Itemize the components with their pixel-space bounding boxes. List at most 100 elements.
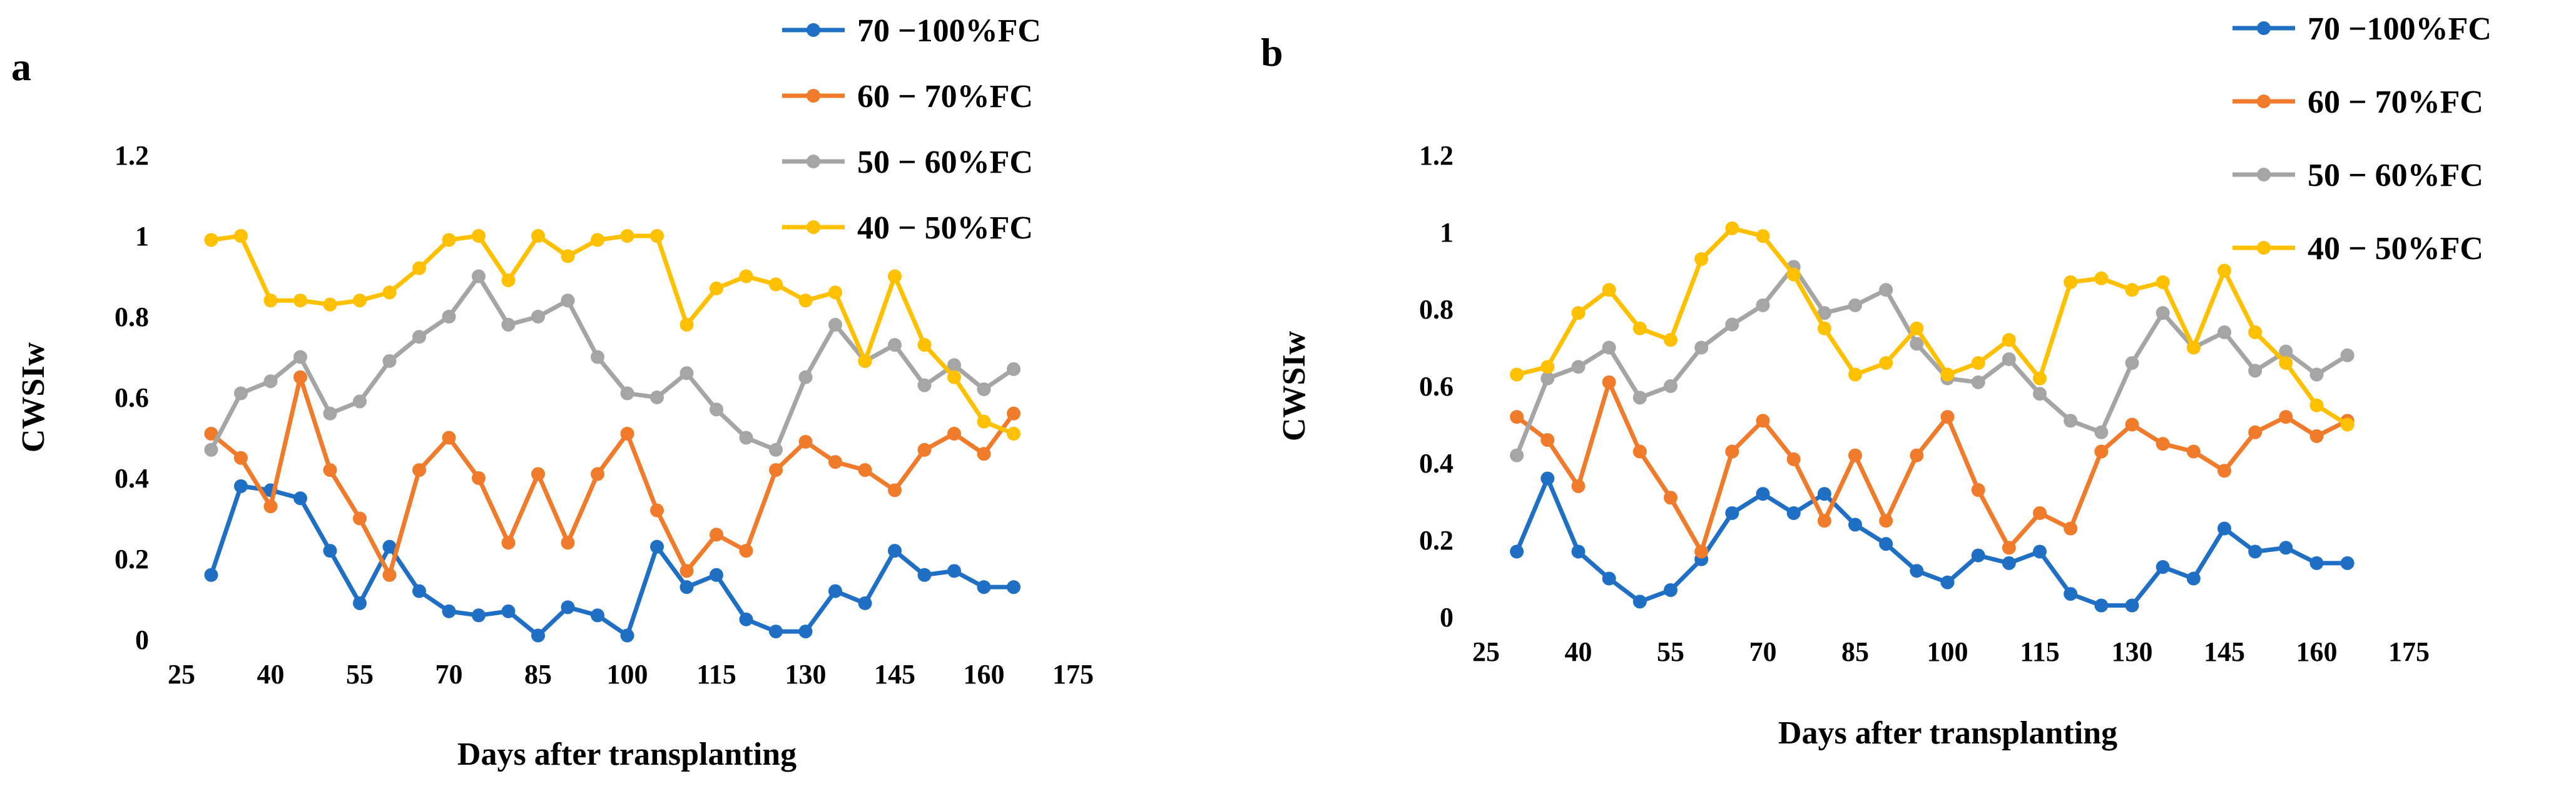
- data-point: [680, 564, 694, 578]
- data-point: [2279, 541, 2293, 555]
- data-point: [1910, 448, 1924, 462]
- data-point: [2279, 344, 2293, 359]
- data-point: [412, 261, 426, 275]
- data-point: [412, 330, 426, 344]
- data-point: [650, 229, 664, 243]
- data-point: [2340, 348, 2355, 362]
- series-line-1: [1515, 380, 2349, 554]
- data-point: [1848, 518, 1862, 532]
- x-tick-label: 55: [346, 659, 374, 690]
- data-point: [1848, 298, 1862, 312]
- data-point: [2156, 437, 2170, 451]
- data-point: [1510, 448, 1524, 462]
- chart-panel-b: b 0 0.2 0.4 0.6 0.8 1 1.2 25 40 55 70 85 100 115 130 145…: [1261, 11, 2492, 751]
- data-point: [739, 431, 753, 445]
- series-line-2: [1514, 264, 2349, 456]
- data-point: [1725, 506, 1739, 520]
- data-point: [798, 370, 813, 384]
- series-line-1: [210, 375, 1016, 578]
- data-point: [2125, 356, 2139, 370]
- data-point: [1632, 444, 1647, 459]
- data-point: [382, 539, 397, 554]
- data-point: [2248, 364, 2263, 378]
- data-point: [620, 628, 634, 643]
- data-point: [2186, 444, 2201, 459]
- x-tick-label: 85: [524, 659, 552, 690]
- data-point: [2217, 325, 2231, 339]
- data-point: [828, 584, 842, 598]
- legend-label: 50 − 60%FC: [2308, 158, 2483, 193]
- data-point: [442, 233, 456, 247]
- data-point: [1725, 221, 1739, 235]
- data-point: [917, 378, 932, 392]
- data-point: [1756, 414, 1770, 428]
- data-point: [1971, 483, 1985, 498]
- data-point: [1848, 367, 1862, 382]
- data-point: [1786, 506, 1801, 520]
- data-point: [650, 390, 664, 404]
- x-tick-label: 175: [2388, 636, 2430, 667]
- data-point: [710, 528, 723, 542]
- x-tick-label: 115: [2020, 636, 2060, 667]
- x-tick-label: 100: [1927, 636, 1968, 667]
- legend-marker: [2257, 168, 2271, 181]
- data-point: [2002, 333, 2016, 347]
- series-line-0: [1514, 476, 2348, 608]
- data-point: [1879, 514, 1893, 528]
- data-point: [1694, 544, 1709, 559]
- data-point: [1540, 471, 1555, 486]
- data-point: [293, 350, 307, 364]
- data-point: [2248, 425, 2263, 439]
- data-point: [2186, 340, 2201, 355]
- data-point: [1007, 406, 1021, 421]
- y-axis-title: CWSIw: [1276, 330, 1312, 441]
- x-tick-label: 100: [607, 659, 648, 690]
- data-point: [1817, 487, 1831, 501]
- data-point: [1910, 321, 1924, 335]
- data-point: [2094, 444, 2109, 459]
- data-point: [1940, 367, 1955, 382]
- data-point: [739, 612, 753, 626]
- data-point: [1540, 360, 1555, 374]
- data-point: [1817, 321, 1831, 335]
- data-point: [2340, 556, 2355, 570]
- data-point: [293, 370, 307, 384]
- legend-label: 60 − 70%FC: [2308, 84, 2483, 120]
- data-point: [1664, 333, 1677, 347]
- data-point: [591, 350, 604, 364]
- legend-label: 60 − 70%FC: [857, 79, 1033, 115]
- data-point: [2033, 387, 2047, 401]
- data-point: [323, 463, 337, 477]
- x-tick-label: 70: [1749, 636, 1777, 667]
- data-point: [1756, 229, 1770, 243]
- data-point: [739, 544, 753, 558]
- data-point: [1602, 283, 1616, 297]
- legend-marker: [807, 23, 820, 37]
- data-point: [2094, 598, 2109, 613]
- data-point: [2125, 283, 2139, 297]
- data-point: [710, 402, 723, 417]
- data-point: [561, 600, 575, 615]
- x-tick-label: 25: [168, 659, 195, 690]
- data-point: [1664, 379, 1677, 393]
- data-point: [710, 281, 723, 295]
- data-point: [888, 544, 902, 558]
- data-point: [828, 455, 842, 469]
- data-point: [680, 317, 694, 332]
- data-point: [2094, 271, 2109, 285]
- data-point: [263, 374, 278, 389]
- data-point: [1910, 337, 1924, 351]
- y-tick-label: 0.4: [1419, 448, 1453, 479]
- series-line-2: [209, 274, 1015, 452]
- data-point: [977, 447, 991, 461]
- x-tick-label: 40: [1565, 636, 1592, 667]
- x-tick-label: 40: [257, 659, 285, 690]
- data-point: [769, 463, 783, 477]
- data-point: [1571, 360, 1586, 374]
- x-tick-label: 115: [696, 659, 736, 690]
- series-line-3: [211, 233, 1015, 436]
- data-point: [442, 604, 456, 618]
- data-point: [1602, 571, 1616, 586]
- data-point: [353, 293, 367, 308]
